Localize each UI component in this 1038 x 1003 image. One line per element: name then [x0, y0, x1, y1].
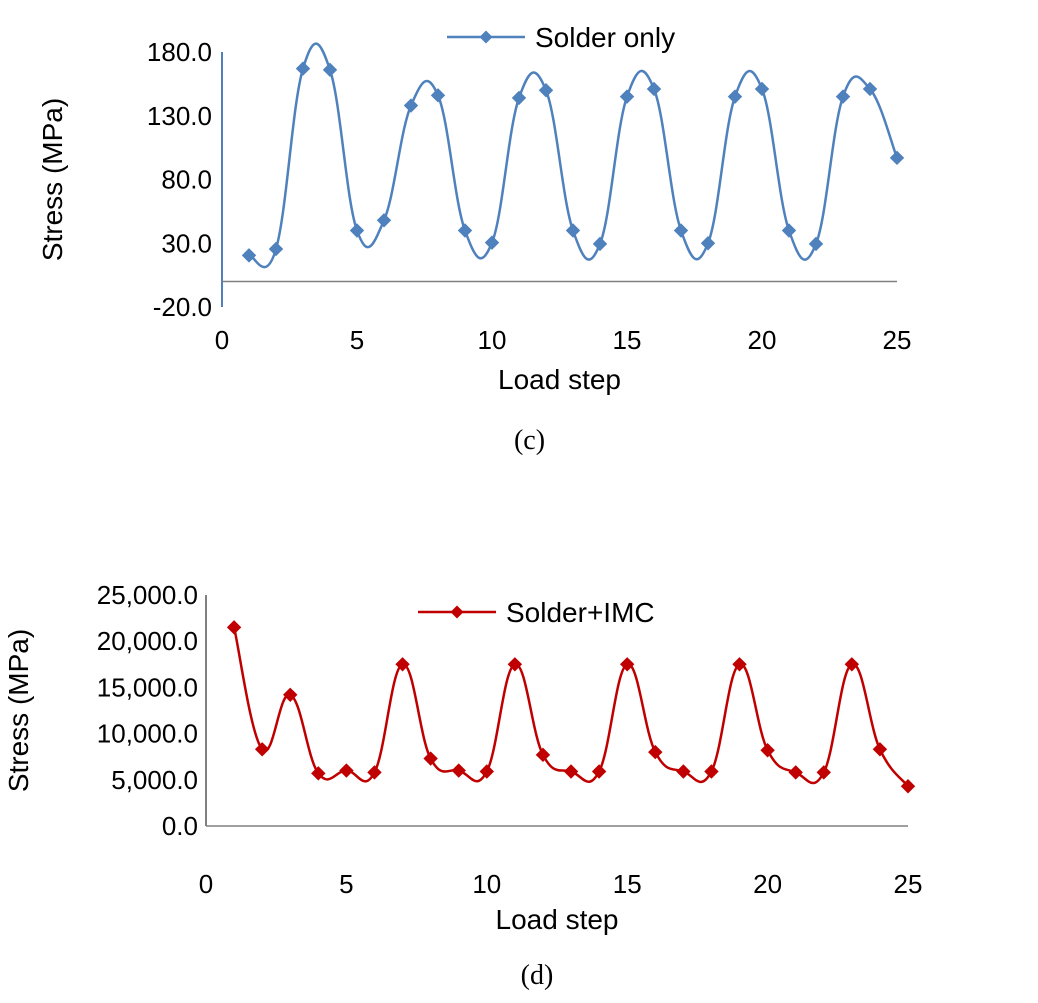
data-point-marker — [808, 236, 824, 252]
x-tick-label: 10 — [478, 325, 507, 355]
chart-d: 0.0 5,000.0 10,000.0 15,000.0 20,000.0 25,000… — [3, 580, 922, 991]
data-point-marker — [648, 744, 663, 760]
data-point-marker — [339, 763, 354, 778]
data-point-marker — [349, 223, 365, 238]
data-point-marker — [395, 657, 410, 672]
data-point-marker — [704, 764, 719, 779]
data-point-marker — [451, 763, 466, 778]
data-point-marker — [423, 751, 438, 766]
x-tick-label: 15 — [613, 869, 642, 899]
data-point-marker — [538, 83, 554, 98]
data-point-marker — [367, 765, 382, 780]
data-point-marker — [376, 213, 392, 228]
data-point-marker — [254, 742, 270, 757]
y-tick-label: 0.0 — [162, 811, 198, 841]
data-point-marker — [889, 150, 905, 166]
y-axis-title: Stress (MPa) — [3, 629, 34, 792]
legend-marker — [450, 605, 464, 619]
data-point-marker — [295, 61, 311, 76]
data-point-marker — [241, 248, 257, 263]
y-tick-label: 80.0 — [161, 165, 212, 195]
y-tick-label: 130.0 — [147, 101, 212, 131]
data-point-marker — [457, 223, 473, 238]
data-point-marker — [727, 89, 743, 104]
y-axis-title: Stress (MPa) — [37, 98, 68, 261]
data-point-marker — [646, 81, 662, 97]
data-point-marker — [619, 657, 635, 672]
data-point-marker — [479, 764, 495, 779]
legend-label: Solder+IMC — [506, 597, 655, 628]
data-point-marker — [563, 764, 579, 779]
data-point-marker — [700, 236, 716, 251]
y-tick-label: 5,000.0 — [111, 765, 198, 795]
y-tick-label: -20.0 — [153, 292, 212, 322]
data-point-marker — [862, 81, 878, 97]
data-point-marker — [591, 764, 607, 779]
data-point-marker — [511, 90, 527, 106]
x-tick-label: 25 — [883, 325, 912, 355]
series-line — [232, 627, 909, 788]
data-point-marker — [754, 81, 770, 97]
data-point-marker — [844, 657, 860, 672]
data-point-marker — [673, 223, 689, 238]
data-point-marker — [872, 742, 888, 757]
data-point-marker — [592, 236, 608, 252]
x-tick-label: 0 — [215, 325, 229, 355]
data-point-marker — [535, 747, 551, 763]
data-point-marker — [732, 657, 747, 672]
data-point-marker — [430, 88, 446, 103]
data-point-marker — [565, 223, 581, 238]
x-axis-title: Load step — [496, 904, 619, 935]
data-point-marker — [760, 743, 775, 758]
x-tick-label: 15 — [613, 325, 642, 355]
data-point-marker — [268, 241, 284, 257]
y-tick-label: 180.0 — [147, 37, 212, 67]
x-tick-label: 5 — [339, 869, 353, 899]
data-point-marker — [484, 235, 500, 250]
data-point-marker — [835, 89, 851, 104]
data-point-marker — [900, 779, 916, 794]
data-point-marker — [226, 620, 242, 635]
data-point-marker — [403, 98, 419, 113]
data-point-marker — [676, 764, 691, 779]
data-point-marker — [781, 223, 797, 238]
data-point-marker — [322, 62, 338, 78]
data-point-marker — [283, 687, 298, 702]
y-tick-label: 25,000.0 — [97, 580, 198, 610]
x-tick-label: 0 — [199, 869, 213, 899]
chart-c: -20.0 30.0 80.0 130.0 180.0 0 5 10 15 20 25 Load st… — [37, 22, 911, 456]
data-point-marker — [788, 765, 803, 780]
x-tick-label: 20 — [748, 325, 777, 355]
legend-label: Solder only — [535, 22, 675, 53]
data-point-marker — [619, 89, 635, 104]
x-axis-title: Load step — [498, 364, 621, 395]
y-tick-label: 20,000.0 — [97, 626, 198, 656]
data-point-marker — [507, 657, 523, 672]
x-tick-label: 25 — [894, 869, 923, 899]
y-tick-label: 30.0 — [161, 228, 212, 258]
legend-marker — [479, 30, 493, 44]
y-tick-label: 15,000.0 — [97, 672, 198, 702]
x-tick-label: 10 — [472, 869, 501, 899]
data-point-marker — [816, 765, 831, 780]
x-tick-label: 20 — [753, 869, 782, 899]
figure-caption: (d) — [521, 960, 554, 991]
x-tick-label: 5 — [350, 325, 364, 355]
y-tick-label: 10,000.0 — [97, 719, 198, 749]
figure-caption: (c) — [514, 425, 545, 456]
data-point-marker — [311, 766, 326, 781]
